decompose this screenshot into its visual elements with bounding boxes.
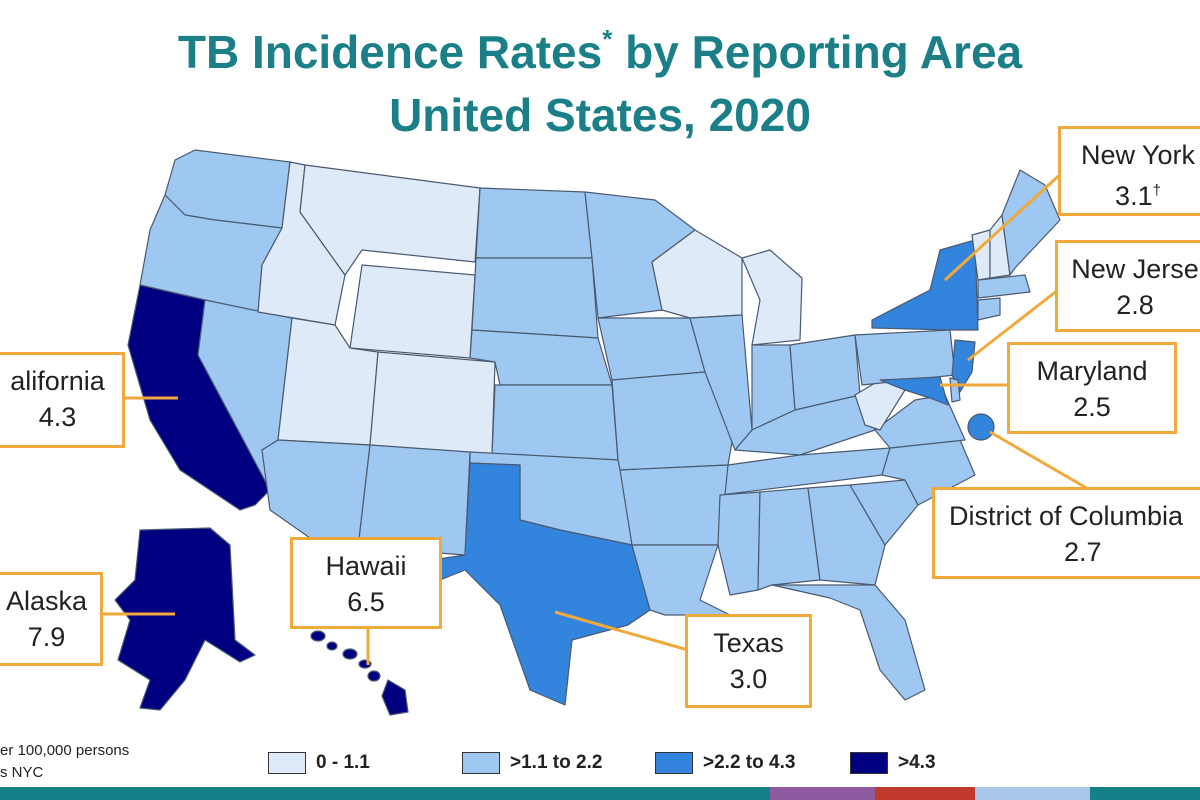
legend-swatch-1 <box>462 752 500 774</box>
callout-alaska: Alaska 7.9 <box>0 572 103 666</box>
state-kansas <box>491 384 619 461</box>
chart-title: TB Incidence Rates* by Reporting Area <box>0 26 1200 75</box>
legend-swatch-0 <box>268 752 306 774</box>
callout-leader-lines <box>103 168 1091 665</box>
callout-maryland-name: Maryland <box>1036 356 1148 386</box>
callout-texas-name: Texas <box>713 628 784 658</box>
footnote-rate-unit: er 100,000 persons <box>0 742 130 759</box>
callout-hawaii-rate: 6.5 <box>347 587 385 617</box>
title-rest: by Reporting Area <box>612 26 1023 78</box>
leader-texas <box>554 610 689 652</box>
callout-new-york-name: New York <box>1080 140 1196 170</box>
legend-label-1: >1.1 to 2.2 <box>510 752 603 773</box>
legend-label-3: >4.3 <box>898 752 936 773</box>
callout-new-jersey-name: New Jerse <box>1071 254 1199 284</box>
callout-alaska-rate: 7.9 <box>27 622 66 652</box>
callout-hawaii-name: Hawaii <box>325 551 407 581</box>
legend-swatch-2 <box>655 752 693 774</box>
callout-new-jersey-rate: 2.8 <box>1116 290 1154 320</box>
bottom-bar-segment-2 <box>875 787 975 800</box>
leader-new-jersey <box>967 288 1059 362</box>
footnote-nyc: s NYC <box>0 764 44 781</box>
leader-new-york <box>943 168 1067 282</box>
legend-item-0: 0 - 1.1 <box>268 750 370 776</box>
state-florida <box>771 584 926 701</box>
callout-new-york-rate: 3.1 <box>1115 181 1153 211</box>
callout-maryland: Maryland 2.5 <box>1007 342 1177 434</box>
legend-label-0: 0 - 1.1 <box>316 752 370 773</box>
callout-california: alifornia 4.3 <box>0 352 125 448</box>
state-new-york <box>871 239 979 331</box>
callout-alaska-name: Alaska <box>5 586 88 616</box>
chart-subtitle: United States, 2020 <box>389 89 811 141</box>
state-maine <box>1001 169 1061 276</box>
legend-item-1: >1.1 to 2.2 <box>462 750 602 776</box>
state-colorado <box>369 351 496 456</box>
callout-texas-rate: 3.0 <box>729 664 768 694</box>
state-alaska <box>114 527 256 711</box>
leader-dc <box>989 430 1091 492</box>
callout-dc: District of Columbia 2.7 <box>932 487 1200 579</box>
title-asterisk: * <box>602 24 613 54</box>
callout-maryland-rate: 2.5 <box>1073 392 1111 422</box>
state-alabama <box>757 487 821 591</box>
state-virginia <box>874 394 966 449</box>
bottom-bar-segment-1 <box>770 787 875 800</box>
state-hawaii <box>310 630 409 716</box>
callout-california-name: alifornia <box>10 366 105 396</box>
title-main: TB Incidence Rates <box>177 26 603 78</box>
state-mississippi <box>717 491 761 596</box>
legend-swatch-3 <box>850 752 888 774</box>
callout-dc-name: District of Columbia <box>949 501 1184 531</box>
state-georgia <box>807 484 886 586</box>
legend-label-2: >2.2 to 4.3 <box>703 752 796 773</box>
callout-hawaii: Hawaii 6.5 <box>290 537 442 629</box>
state-south-dakota <box>471 257 599 339</box>
callout-dc-rate: 2.7 <box>1064 537 1102 567</box>
state-north-dakota <box>475 187 593 259</box>
callout-new-york-dagger: † <box>1152 182 1161 199</box>
callout-new-jersey: New Jerse 2.8 <box>1055 240 1200 332</box>
bottom-bar-segment-3 <box>975 787 1090 800</box>
state-connecticut <box>977 297 1001 321</box>
state-maryland <box>879 376 949 406</box>
legend-item-2: >2.2 to 4.3 <box>655 750 795 776</box>
state-arkansas <box>619 464 729 546</box>
state-wyoming <box>349 264 476 359</box>
state-massachusetts <box>977 274 1031 299</box>
legend-item-3: >4.3 <box>850 750 936 776</box>
state-delaware <box>949 377 961 403</box>
callout-california-rate: 4.3 <box>38 402 77 432</box>
callout-texas: Texas 3.0 <box>685 614 812 708</box>
state-michigan <box>741 249 803 346</box>
dc-marker <box>967 413 995 441</box>
state-new-jersey <box>951 339 976 393</box>
bottom-bar-segment-0 <box>0 787 770 800</box>
state-arizona <box>261 439 371 549</box>
callout-new-york: New York 3.1† <box>1058 126 1200 216</box>
bottom-bar-segment-4 <box>1090 787 1200 800</box>
state-iowa <box>597 317 706 381</box>
